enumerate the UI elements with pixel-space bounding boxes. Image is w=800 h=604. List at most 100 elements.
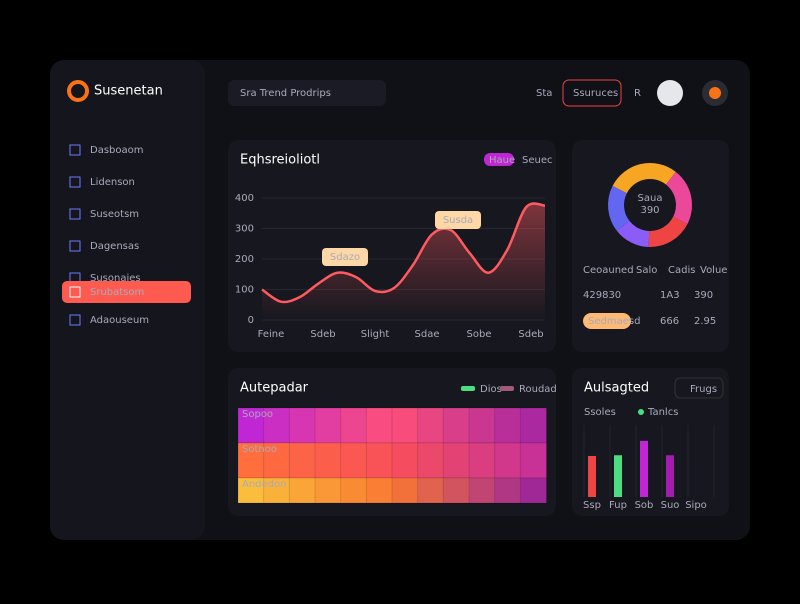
line-area [262,203,545,320]
line [261,202,546,304]
heatmap-cell [237,477,265,504]
x-tick-label: Sdae [415,329,440,340]
row-label: Sopoo [242,409,273,420]
heatmap-cell [468,442,496,479]
stat-value: 429830 [583,290,621,301]
card-title: Eqhsreioliotl [240,153,320,168]
legend-label: Seuec [522,155,553,166]
legend-pill[interactable] [484,153,514,166]
stat-value: 2.95 [694,316,716,327]
heatmap-cell [519,442,547,479]
x-tick-label: Feine [258,329,285,340]
header-button[interactable] [562,79,622,107]
heatmap-cell [468,407,496,444]
heatmap-cell [391,477,419,504]
nav-item[interactable]: Dasboaom [90,145,144,156]
heatmap-cell [365,407,394,444]
heatmap-cell [442,442,471,479]
heatmap-cell [519,477,547,504]
legend-label: Tanlcs [647,407,678,418]
nav-item[interactable]: Suseotsm [90,209,139,220]
heatmap-cell [288,477,317,504]
nav-icon[interactable] [69,176,81,188]
heatmap-cell [494,477,522,504]
search-text: Sra Trend Prodrips [240,88,331,99]
stat-value: 1A3 [660,290,680,301]
nav-icon[interactable] [69,240,81,252]
heatmap-cell [494,407,522,444]
donut-label: Saua [638,193,663,204]
donut-segment [607,185,630,231]
donut-segment [616,220,650,247]
legend-label: Dios [480,384,502,395]
stat-text: Sedmaesd [588,316,640,327]
heatmap-cell [340,442,368,479]
donut-segment [612,162,676,194]
y-tick-label: 100 [235,285,254,296]
annotation: Susda [443,215,473,226]
legend-label: Ssoles [584,407,616,418]
logo [67,80,89,102]
heatmap-cell [263,477,291,504]
donut-segment [648,216,688,247]
legend-label: Haue [489,155,515,166]
nav-icon[interactable] [69,208,81,220]
nav-active [62,281,191,303]
heatmap-cell [468,477,496,504]
card-button[interactable] [674,377,724,399]
nav-item[interactable]: Lidenson [90,177,135,188]
icon[interactable]: R [634,88,641,99]
heatmap-cell [288,442,317,479]
annotation-bubble [322,248,368,266]
row-label: Andedon [242,479,286,490]
card-title: Aulsagted [584,381,649,396]
heatmap-cell [442,407,471,444]
heatmap-cell [288,407,317,444]
nav-item[interactable]: Srubatsom [90,287,144,298]
button-text: Frugs [690,384,717,395]
legend-label: Roudad [519,384,557,395]
bar [666,455,674,497]
heatmap-cell [494,442,522,479]
nav-item[interactable]: Susonaies [90,273,141,284]
nav-icon[interactable] [69,314,81,326]
legend-dot [638,409,644,415]
heatmap-cell [340,407,368,444]
stat-header: Salo [636,265,657,276]
heatmap-cell [519,407,547,444]
bar [640,440,648,497]
heatmap-cell [442,477,471,504]
x-tick-label: Fup [609,500,627,511]
x-tick-label: Slight [361,329,390,340]
x-tick-label: Sobe [467,329,492,340]
stat-header: Cadis [668,265,695,276]
brand: Susenetan [94,84,163,99]
y-tick-label: 400 [235,193,254,204]
stat-pill [583,313,631,329]
y-tick-label: 200 [235,254,254,265]
nav-icon[interactable] [69,144,81,156]
bar [614,455,622,497]
nav-icon[interactable] [69,286,81,298]
card-title: Autepadar [240,381,309,396]
nav-item[interactable]: Adaouseum [90,315,149,326]
bar [588,455,596,497]
heatmap-cell [417,477,445,504]
avatar[interactable] [657,80,683,106]
row-label: Sotnoo [242,444,277,455]
x-tick-label: Sipo [685,500,707,511]
annotation: Sdazo [330,252,360,263]
legend-swatch [461,386,475,391]
y-tick-label: 0 [248,315,254,326]
search-box[interactable] [228,80,386,106]
stat-header: Volue [700,265,727,276]
button-text: Ssuruces [573,88,618,99]
nav-item[interactable]: Dagensas [90,241,139,252]
heatmap-cell [391,407,419,444]
menu[interactable]: Sta [536,88,552,99]
stat-header: Ceoauned [583,265,634,276]
x-tick-label: Sdeb [310,329,335,340]
y-tick-label: 300 [235,224,254,235]
